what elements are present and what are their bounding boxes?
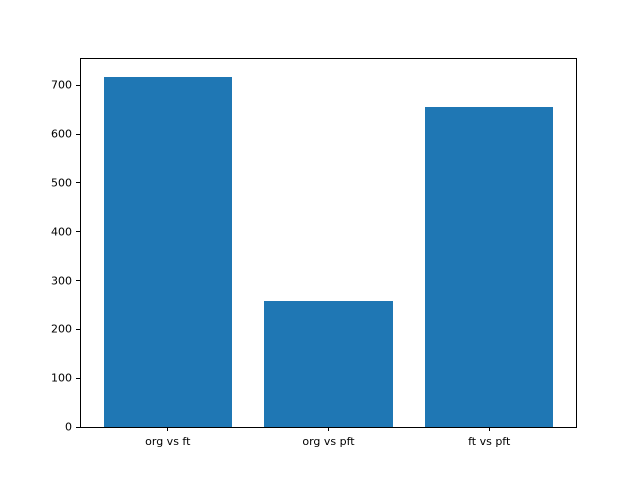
y-axis-tick-label: 0 [65, 420, 72, 434]
y-tick-mark [76, 84, 80, 86]
x-axis-tick-label: org vs ft [145, 435, 191, 448]
x-axis-tick-label: ft vs pft [468, 435, 511, 448]
y-axis-tick-label: 300 [51, 274, 72, 288]
bar [424, 106, 554, 427]
x-tick-mark [167, 427, 169, 431]
x-axis-tick-label: org vs pft [302, 435, 355, 448]
y-axis-tick-label: 200 [51, 322, 72, 336]
y-axis-tick-label: 400 [51, 225, 72, 239]
x-tick-mark [488, 427, 490, 431]
y-axis-tick-label: 700 [51, 78, 72, 92]
y-tick-mark [76, 377, 80, 379]
bar [103, 76, 233, 427]
y-axis-tick-label: 500 [51, 176, 72, 190]
y-tick-mark [76, 231, 80, 233]
y-tick-mark [76, 426, 80, 428]
y-tick-mark [76, 133, 80, 135]
bar [264, 301, 393, 427]
y-axis-tick-label: 100 [51, 371, 72, 385]
y-tick-mark [76, 328, 80, 330]
y-tick-mark [76, 182, 80, 184]
x-tick-mark [328, 427, 329, 431]
y-tick-mark [76, 280, 80, 282]
plot-area: 0 100 200 300 400 500 600 700 org vs ft org vs pf… [51, 58, 577, 448]
y-axis-tick-label: 600 [51, 127, 72, 141]
